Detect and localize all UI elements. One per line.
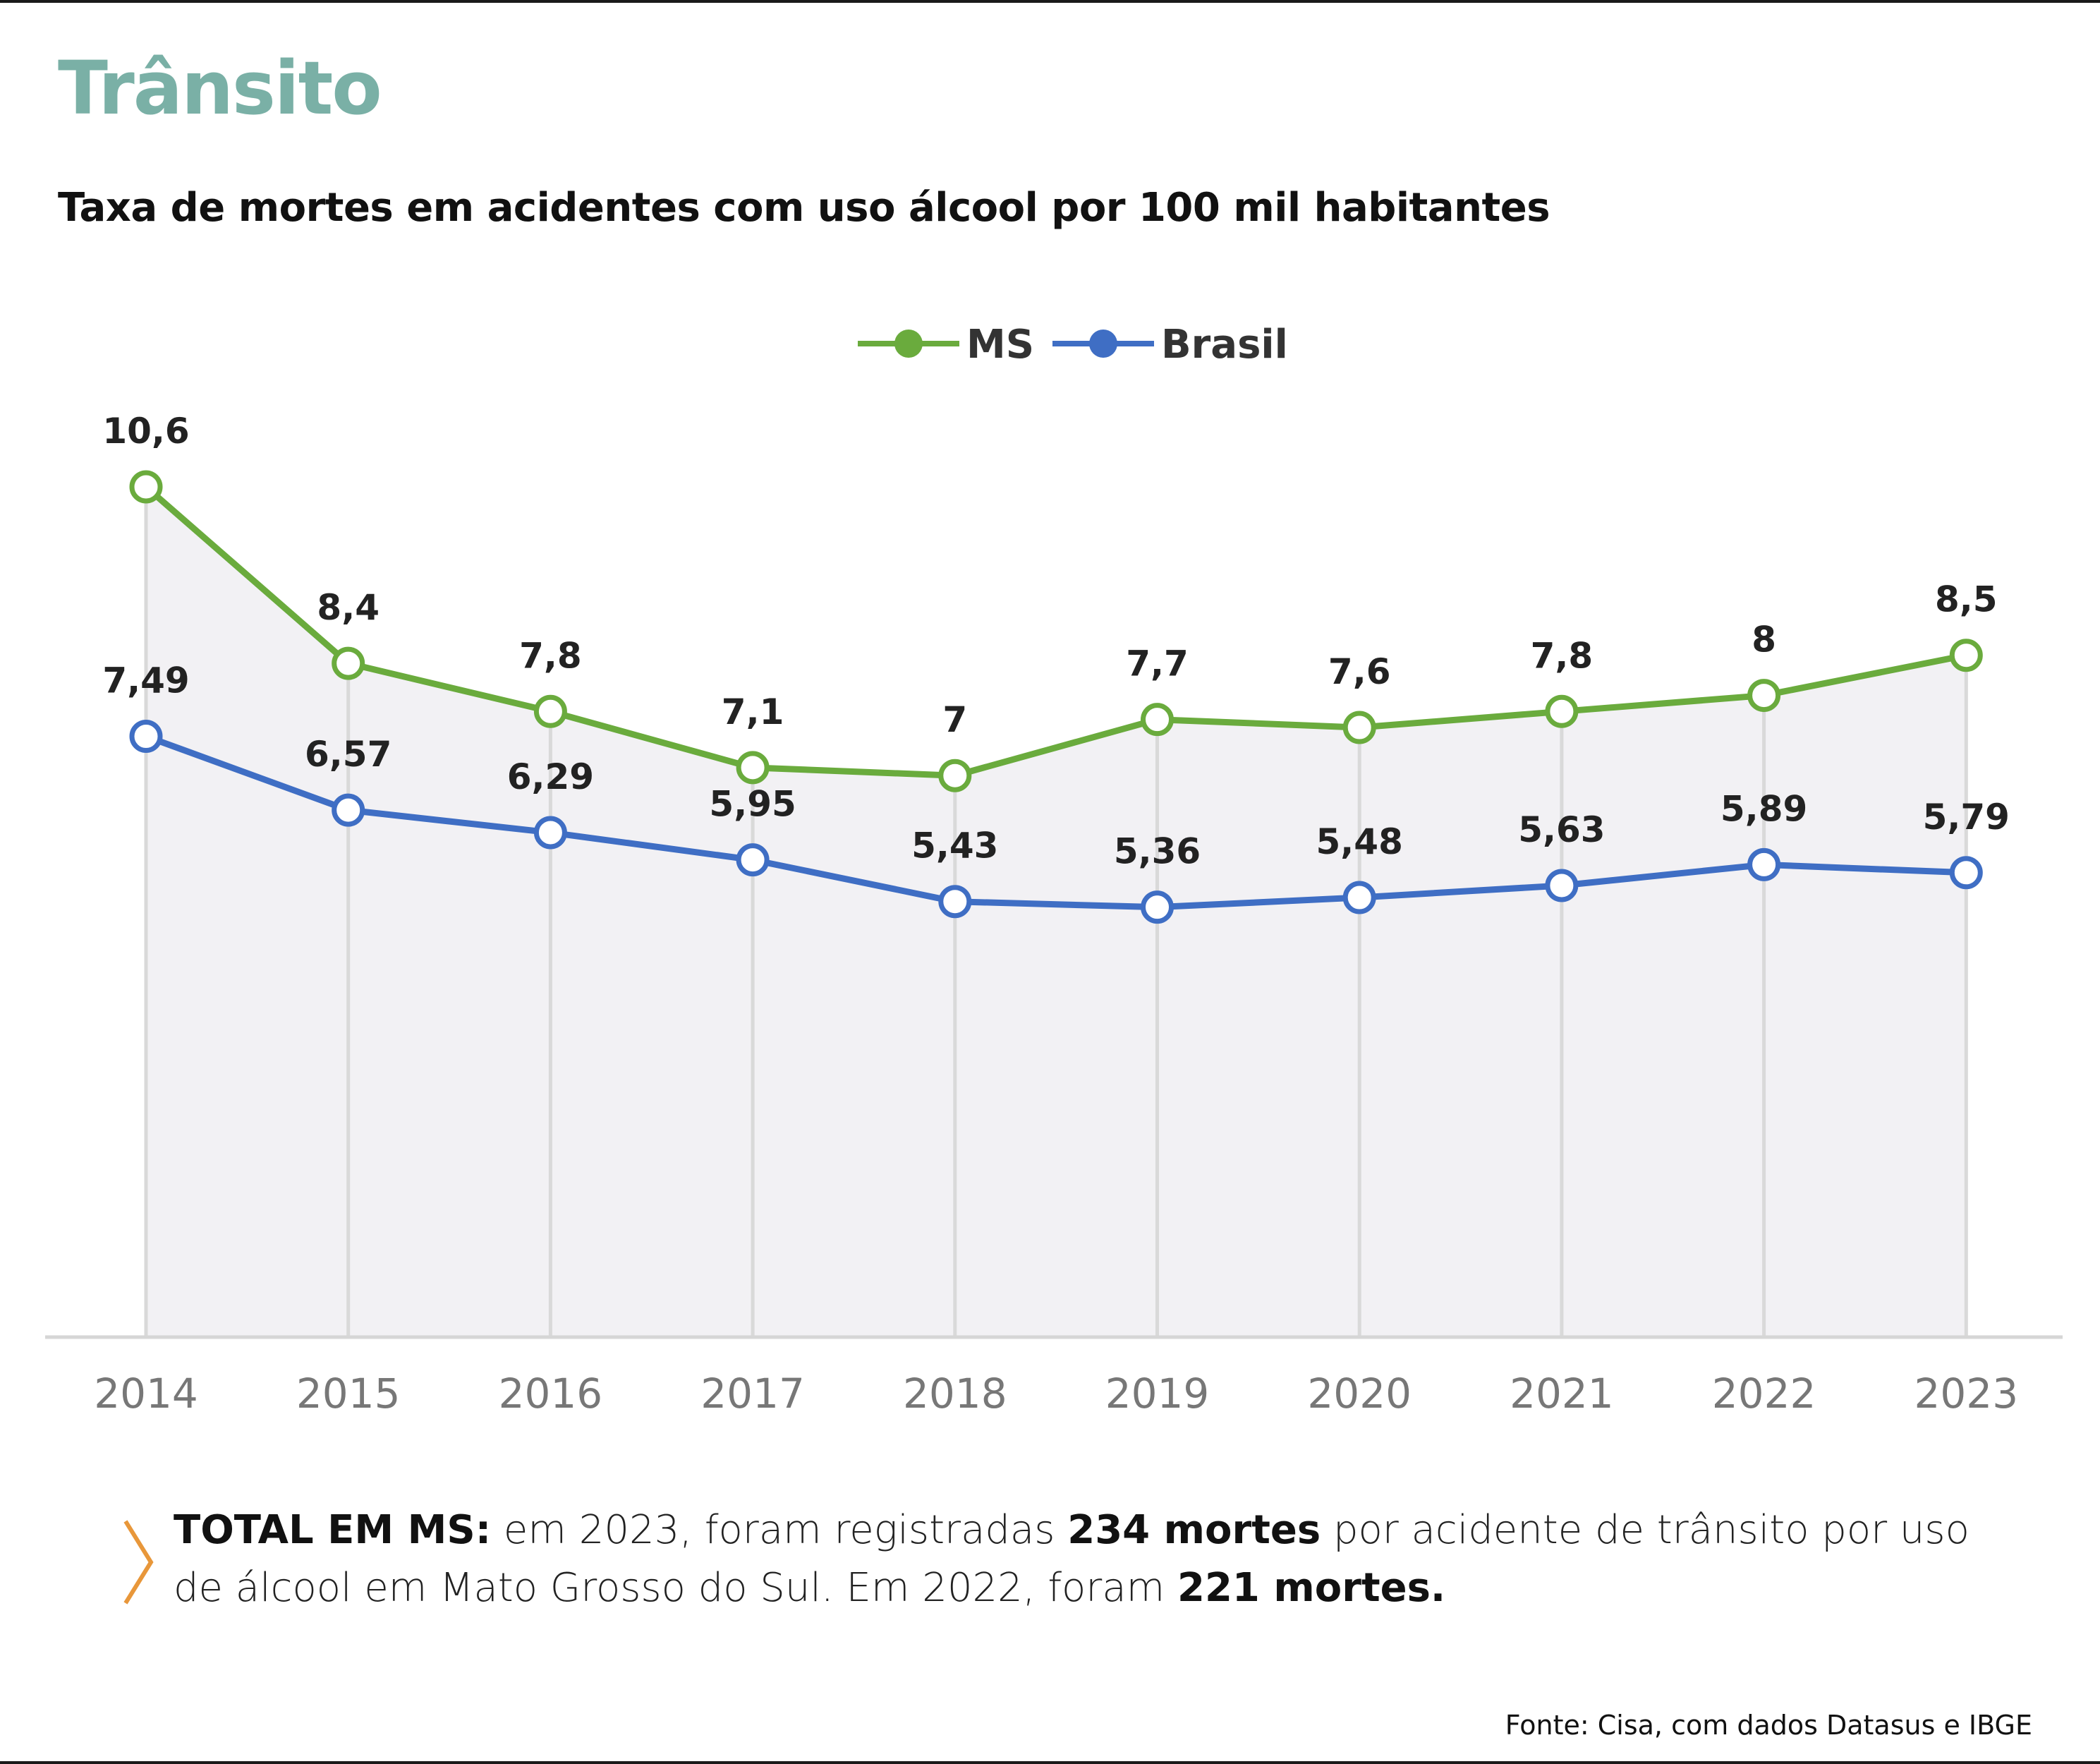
data-label-brasil: 6,57 — [305, 734, 392, 775]
data-point-brasil — [938, 885, 972, 919]
data-label-ms: 7,6 — [1328, 651, 1391, 692]
x-tick-label: 2019 — [1105, 1370, 1210, 1418]
data-point-brasil — [1545, 869, 1579, 902]
note-bold-1: 234 mortes — [1067, 1507, 1321, 1553]
data-point-ms — [1747, 679, 1781, 713]
data-point-brasil — [1747, 847, 1781, 881]
chart-subtitle: Taxa de mortes em acidentes com uso álco… — [58, 185, 1550, 231]
summary-note: TOTAL EM MS: em 2023, foram registradas … — [174, 1502, 1979, 1617]
data-point-brasil — [1342, 881, 1376, 914]
data-label-brasil: 5,95 — [709, 784, 796, 825]
data-label-ms: 7,8 — [1531, 635, 1594, 676]
legend-marker-ms — [894, 330, 923, 358]
data-label-ms: 8,5 — [1935, 579, 1998, 620]
note-text-1: em 2023, foram registradas — [491, 1507, 1068, 1553]
data-point-ms — [129, 470, 163, 504]
series-line-ms — [144, 484, 1967, 779]
data-label-ms: 8,4 — [317, 587, 380, 628]
x-tick-label: 2018 — [903, 1370, 1007, 1418]
legend-marker-brasil — [1089, 330, 1117, 358]
x-tick-label: 2016 — [499, 1370, 603, 1418]
x-tick-label: 2014 — [94, 1370, 198, 1418]
data-label-brasil: 6,29 — [507, 756, 594, 797]
data-point-ms — [938, 759, 972, 792]
x-tick-label: 2021 — [1510, 1370, 1614, 1418]
chart-legend: MS Brasil — [858, 322, 1288, 368]
line-chart: 2014 2015 2016 2017 2018 2019 2020 2021 2022 2023… — [45, 322, 2063, 1418]
data-label-ms: 10,6 — [102, 411, 189, 452]
data-label-ms: 8 — [1752, 620, 1776, 660]
data-point-brasil — [736, 843, 770, 877]
bottom-rule — [0, 1761, 2100, 1764]
data-label-ms: 7 — [942, 699, 967, 740]
data-point-ms — [736, 751, 770, 785]
data-label-ms: 7,7 — [1126, 644, 1189, 684]
data-point-brasil — [129, 720, 163, 754]
legend-label-brasil: Brasil — [1161, 322, 1288, 368]
data-label-ms: 7,8 — [519, 635, 582, 676]
legend-label-ms: MS — [966, 322, 1034, 368]
x-tick-label: 2023 — [1914, 1370, 2018, 1418]
chart-area-fill — [146, 487, 1967, 1337]
data-label-brasil: 5,36 — [1114, 831, 1201, 872]
data-point-ms — [1545, 694, 1579, 728]
data-point-ms — [332, 646, 365, 680]
data-label-brasil: 5,79 — [1923, 797, 2010, 838]
data-point-brasil — [1141, 890, 1174, 924]
data-point-brasil — [1949, 856, 1983, 890]
note-lead: TOTAL EM MS: — [174, 1507, 492, 1553]
top-rule — [0, 0, 2100, 3]
data-label-brasil: 5,48 — [1316, 821, 1403, 862]
data-point-brasil — [533, 816, 567, 850]
page-title: Trânsito — [58, 45, 382, 131]
x-tick-label: 2017 — [700, 1370, 805, 1418]
data-point-brasil — [332, 793, 365, 827]
data-point-ms — [1949, 639, 1983, 672]
data-label-brasil: 5,63 — [1518, 809, 1605, 850]
data-label-brasil: 5,43 — [911, 826, 998, 866]
data-label-brasil: 5,89 — [1720, 788, 1807, 829]
chevron-right-icon — [123, 1520, 154, 1605]
note-text-2: por acidente de trânsito por uso de álco… — [174, 1507, 1969, 1611]
note-bold-2: 221 mortes. — [1177, 1565, 1446, 1611]
data-point-ms — [533, 694, 567, 728]
series-line-brasil — [145, 733, 1967, 911]
data-label-ms: 7,1 — [722, 691, 784, 732]
source-credit: Fonte: Cisa, com dados Datasus e IBGE — [1505, 1710, 2032, 1741]
data-point-ms — [1141, 703, 1174, 737]
x-tick-label: 2020 — [1307, 1370, 1412, 1418]
x-tick-label: 2015 — [296, 1370, 401, 1418]
x-tick-label: 2022 — [1712, 1370, 1816, 1418]
data-label-brasil: 7,49 — [102, 660, 189, 701]
data-point-ms — [1342, 711, 1376, 744]
